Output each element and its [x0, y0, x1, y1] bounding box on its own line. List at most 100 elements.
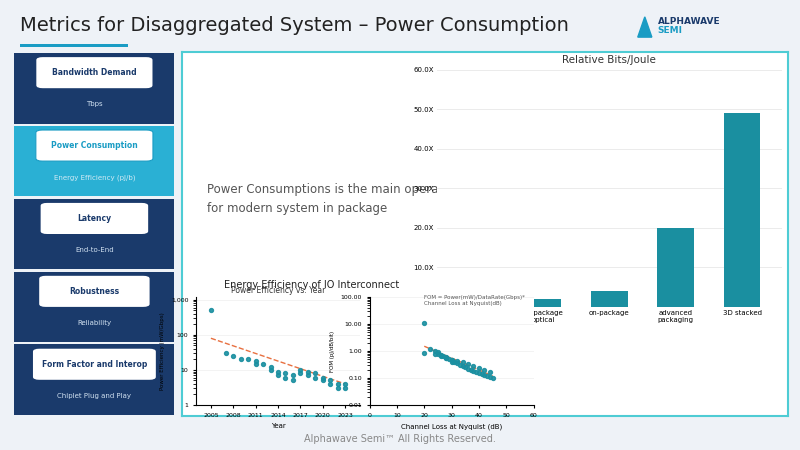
- Point: [440, 353, 453, 360]
- Point: [483, 374, 496, 381]
- Point: [279, 374, 292, 381]
- Point: [316, 377, 329, 384]
- Point: [478, 371, 491, 378]
- X-axis label: Channel Loss at Nyquist (dB): Channel Loss at Nyquist (dB): [401, 423, 502, 430]
- Point: [462, 365, 474, 372]
- Point: [467, 362, 480, 369]
- Title: Power Efficiency vs. Year: Power Efficiency vs. Year: [231, 286, 325, 295]
- Text: Bandwidth Demand: Bandwidth Demand: [52, 68, 137, 77]
- Text: Energy Efficiency (pJ/b): Energy Efficiency (pJ/b): [54, 174, 135, 180]
- Point: [279, 370, 292, 377]
- Text: Power Consumption: Power Consumption: [51, 141, 138, 150]
- Point: [429, 347, 442, 355]
- Point: [250, 360, 262, 367]
- Point: [309, 374, 322, 381]
- Point: [331, 385, 344, 392]
- Point: [478, 366, 491, 373]
- Point: [302, 372, 314, 379]
- Y-axis label: FOM (pJ/dB/bit): FOM (pJ/dB/bit): [330, 330, 335, 372]
- Point: [445, 356, 458, 363]
- Point: [434, 351, 447, 359]
- Text: ALPHAWAVE: ALPHAWAVE: [658, 17, 720, 26]
- Point: [464, 366, 477, 373]
- Point: [442, 356, 455, 363]
- Point: [294, 366, 306, 373]
- Point: [450, 360, 463, 367]
- Point: [250, 357, 262, 364]
- Y-axis label: Power Efficiency (mW/Gbps): Power Efficiency (mW/Gbps): [160, 312, 166, 390]
- Bar: [458, 305, 495, 307]
- Point: [445, 357, 458, 364]
- Point: [331, 380, 344, 387]
- Point: [205, 307, 218, 314]
- Point: [440, 355, 453, 362]
- Point: [227, 352, 240, 360]
- Point: [475, 370, 488, 378]
- Point: [450, 358, 463, 365]
- Bar: [591, 291, 628, 307]
- Point: [483, 368, 496, 375]
- Point: [242, 356, 254, 363]
- Point: [264, 364, 277, 371]
- Point: [448, 359, 461, 366]
- Point: [418, 349, 430, 356]
- Text: SEMI: SEMI: [658, 26, 682, 35]
- FancyBboxPatch shape: [33, 349, 156, 380]
- Point: [338, 385, 351, 392]
- FancyBboxPatch shape: [36, 57, 153, 88]
- Bar: [724, 113, 760, 307]
- Text: Metrics for Disaggregated System – Power Consumption: Metrics for Disaggregated System – Power…: [20, 16, 569, 35]
- Point: [324, 377, 337, 384]
- Point: [286, 377, 299, 384]
- Point: [456, 362, 469, 369]
- Point: [272, 372, 285, 379]
- Point: [462, 360, 474, 368]
- Text: Chiplet Plug and Play: Chiplet Plug and Play: [58, 393, 131, 399]
- Point: [324, 380, 337, 387]
- Title: Relative Bits/Joule: Relative Bits/Joule: [562, 55, 656, 65]
- Bar: [658, 228, 694, 307]
- Point: [257, 360, 270, 367]
- Text: Reliability: Reliability: [78, 320, 111, 326]
- Point: [440, 355, 453, 362]
- Text: Latency: Latency: [78, 214, 111, 223]
- Text: Power Consumptions is the main operating cost
for modern system in package: Power Consumptions is the main operating…: [206, 183, 490, 215]
- Point: [431, 350, 444, 357]
- Text: End-to-End: End-to-End: [75, 247, 114, 253]
- Point: [459, 364, 472, 371]
- FancyBboxPatch shape: [39, 276, 150, 307]
- X-axis label: Year: Year: [270, 423, 286, 429]
- Point: [473, 364, 486, 371]
- Point: [272, 368, 285, 375]
- FancyBboxPatch shape: [41, 203, 148, 234]
- Point: [264, 366, 277, 373]
- Text: Robustness: Robustness: [70, 287, 119, 296]
- Point: [286, 372, 299, 379]
- Point: [338, 380, 351, 387]
- Point: [481, 372, 494, 379]
- Point: [234, 356, 247, 363]
- Point: [445, 358, 458, 365]
- Point: [316, 374, 329, 381]
- Point: [454, 361, 466, 369]
- Point: [219, 350, 232, 357]
- Point: [437, 352, 450, 360]
- Point: [470, 368, 482, 375]
- Point: [467, 368, 480, 375]
- Point: [431, 349, 444, 356]
- Point: [473, 369, 486, 377]
- Text: Form Factor and Interop: Form Factor and Interop: [42, 360, 147, 369]
- Point: [434, 352, 447, 360]
- Point: [456, 359, 469, 366]
- Point: [294, 370, 306, 377]
- Point: [423, 345, 436, 352]
- Point: [309, 370, 322, 377]
- Text: Tbps: Tbps: [86, 101, 102, 108]
- Text: Alphawave Semi™ All Rights Reserved.: Alphawave Semi™ All Rights Reserved.: [304, 434, 496, 444]
- Point: [429, 351, 442, 358]
- Polygon shape: [638, 17, 652, 37]
- Text: FOM = Power(mW)/DataRate(Gbps)*
Channel Loss at Nyquist(dB): FOM = Power(mW)/DataRate(Gbps)* Channel …: [424, 295, 525, 306]
- Bar: [525, 299, 562, 307]
- Point: [418, 320, 430, 327]
- FancyBboxPatch shape: [36, 130, 153, 161]
